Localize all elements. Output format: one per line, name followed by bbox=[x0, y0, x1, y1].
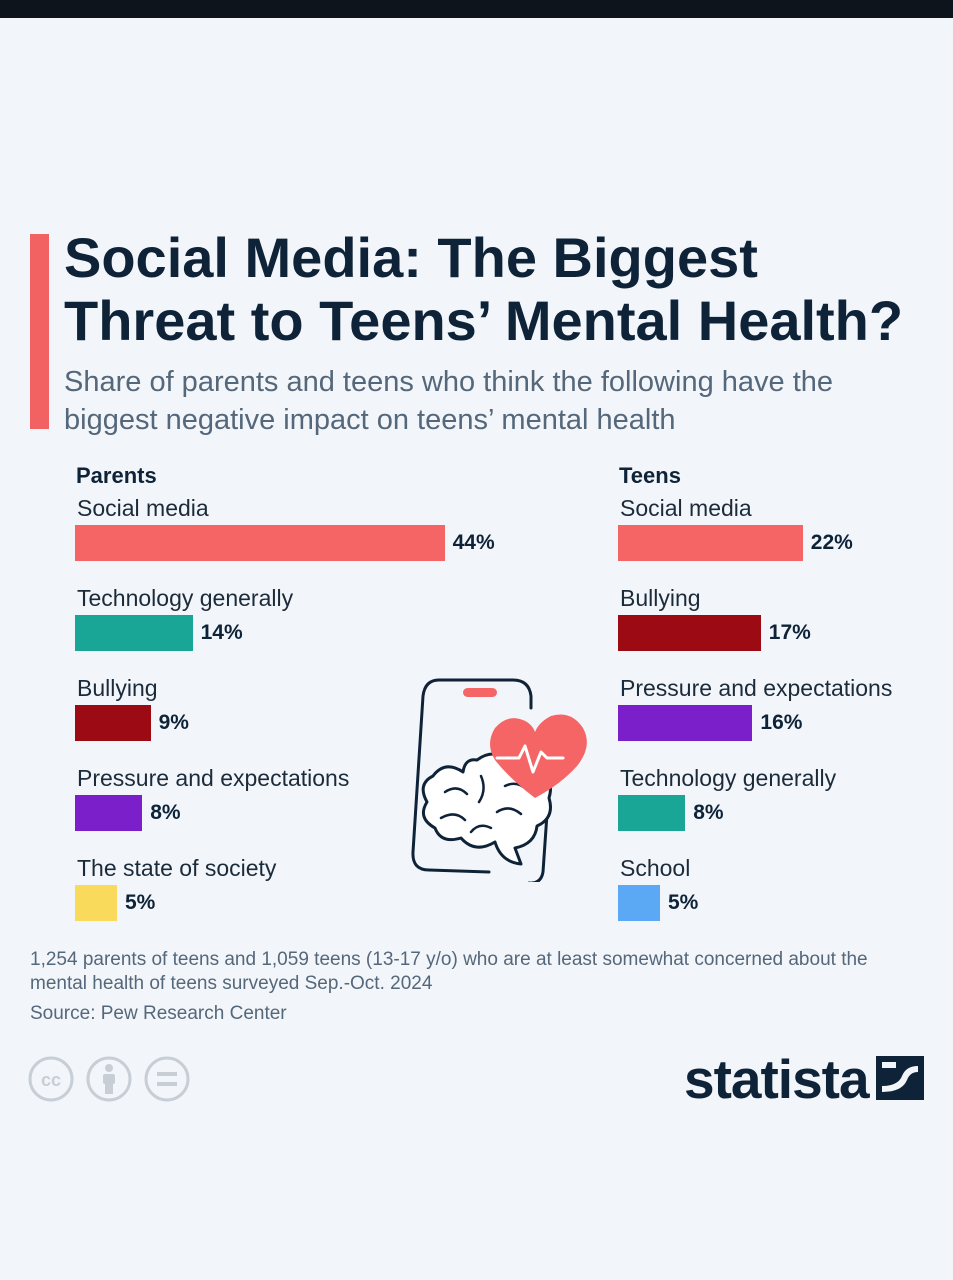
category-label: Social media bbox=[77, 495, 209, 521]
value-label: 14% bbox=[200, 621, 243, 644]
bar bbox=[618, 615, 761, 651]
chart-title: Social Media: The Biggest Threat to Teen… bbox=[64, 226, 904, 352]
bar-item: Technology generally 14% bbox=[75, 581, 546, 671]
value-label: 44% bbox=[452, 531, 495, 554]
category-label: Technology generally bbox=[77, 585, 294, 611]
bar-item: Bullying 9% bbox=[75, 671, 546, 761]
no-derivatives-icon[interactable] bbox=[144, 1056, 190, 1102]
svg-text:cc: cc bbox=[41, 1070, 61, 1090]
bar bbox=[618, 525, 803, 561]
heart-pulse-icon bbox=[490, 714, 587, 798]
bar bbox=[618, 885, 660, 921]
category-label: Bullying bbox=[620, 585, 701, 611]
category-label: School bbox=[620, 855, 691, 881]
parents-group-label: Parents bbox=[76, 463, 157, 488]
bar-item: Social media 44% bbox=[75, 491, 546, 581]
statista-logo[interactable]: statista bbox=[684, 1048, 929, 1110]
bar bbox=[75, 795, 143, 831]
chart-subtitle: Share of parents and teens who think the… bbox=[64, 366, 834, 436]
value-label: 17% bbox=[768, 621, 811, 644]
bar-item: School 5% bbox=[618, 851, 939, 941]
category-label: Technology generally bbox=[620, 765, 837, 791]
attribution-icon[interactable] bbox=[86, 1056, 132, 1102]
category-label: Pressure and expectations bbox=[77, 765, 350, 791]
bar-item: Pressure and expectations 8% bbox=[75, 761, 546, 851]
parents-bar-list: Social media 44% Technology generally 14% Bu… bbox=[75, 491, 546, 941]
parents-chart: Parents Social media 44% Technology genera… bbox=[75, 463, 546, 941]
bar bbox=[75, 615, 193, 651]
value-label: 8% bbox=[150, 801, 181, 824]
bar-item: Pressure and expectations 16% bbox=[618, 671, 939, 761]
bar bbox=[618, 795, 686, 831]
bar bbox=[618, 705, 753, 741]
bar-item: Technology generally 8% bbox=[618, 761, 939, 851]
logo-wordmark: statista bbox=[684, 1048, 870, 1110]
bar bbox=[75, 525, 445, 561]
smartphone-icon bbox=[411, 678, 549, 882]
teens-bar-list: Social media 22% Bullying 17% Pressure and e… bbox=[618, 491, 939, 941]
bar bbox=[75, 705, 151, 741]
value-label: 22% bbox=[810, 531, 853, 554]
bar-item: Bullying 17% bbox=[618, 581, 939, 671]
value-label: 8% bbox=[693, 801, 724, 824]
value-label: 5% bbox=[125, 891, 156, 914]
bar-item: Social media 22% bbox=[618, 491, 939, 581]
source: Source: Pew Research Center bbox=[30, 1003, 287, 1024]
value-label: 16% bbox=[760, 711, 803, 734]
value-label: 9% bbox=[158, 711, 189, 734]
phone-brain-heart-illustration bbox=[411, 678, 587, 882]
cc-icon[interactable]: cc bbox=[28, 1056, 74, 1102]
bar bbox=[75, 885, 117, 921]
statista-mark-icon bbox=[876, 1056, 924, 1100]
category-label: Pressure and expectations bbox=[620, 675, 893, 701]
category-label: Social media bbox=[620, 495, 752, 521]
title-accent-bar bbox=[30, 234, 49, 429]
footnote: 1,254 parents of teens and 1,059 teens (… bbox=[30, 949, 868, 994]
teens-group-label: Teens bbox=[619, 463, 681, 488]
top-bar bbox=[0, 0, 953, 18]
value-label: 5% bbox=[668, 891, 699, 914]
category-label: Bullying bbox=[77, 675, 158, 701]
teens-chart: Teens Social media 22% Bullying 17% Pressure… bbox=[618, 463, 939, 941]
license-icons: cc bbox=[28, 1056, 190, 1102]
category-label: The state of society bbox=[77, 855, 277, 881]
bar-item: The state of society 5% bbox=[75, 851, 546, 941]
